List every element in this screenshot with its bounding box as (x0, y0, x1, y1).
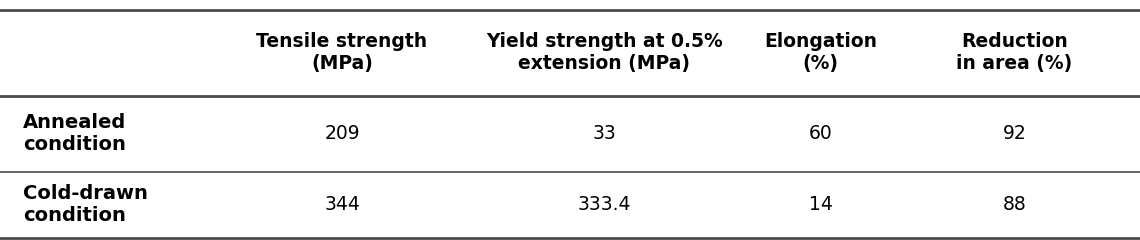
Text: 92: 92 (1003, 124, 1026, 143)
Text: 33: 33 (593, 124, 616, 143)
Text: Tensile strength
(MPa): Tensile strength (MPa) (256, 32, 428, 73)
Text: 14: 14 (809, 195, 832, 214)
Text: 209: 209 (324, 124, 360, 143)
Text: Reduction
in area (%): Reduction in area (%) (956, 32, 1073, 73)
Text: 88: 88 (1003, 195, 1026, 214)
Text: 333.4: 333.4 (578, 195, 630, 214)
Text: 60: 60 (809, 124, 832, 143)
Text: Cold-drawn
condition: Cold-drawn condition (23, 184, 148, 225)
Text: Yield strength at 0.5%
extension (MPa): Yield strength at 0.5% extension (MPa) (486, 32, 723, 73)
Text: Elongation
(%): Elongation (%) (764, 32, 878, 73)
Text: 344: 344 (324, 195, 360, 214)
Text: Annealed
condition: Annealed condition (23, 113, 127, 154)
